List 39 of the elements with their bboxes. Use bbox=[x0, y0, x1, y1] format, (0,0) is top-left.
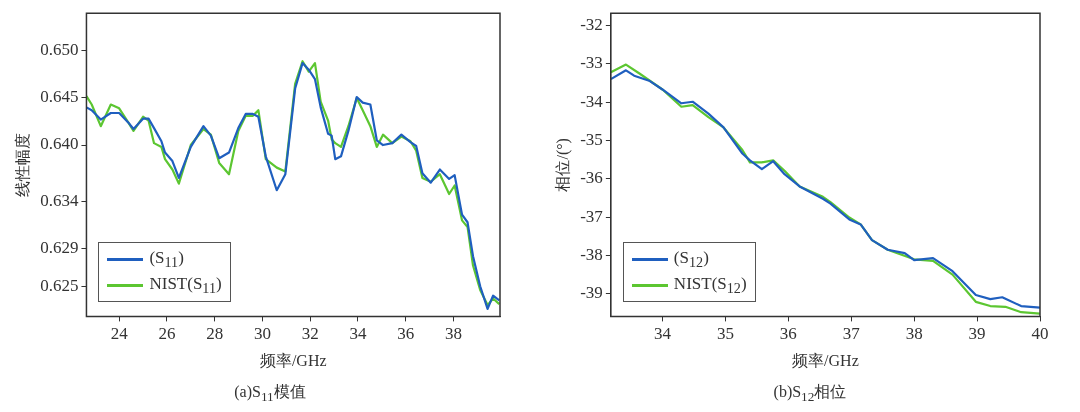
y-tick-label: -36 bbox=[580, 168, 603, 188]
y-tick-label: 0.640 bbox=[40, 134, 79, 154]
y-tick-label: 0.634 bbox=[40, 190, 79, 210]
x-axis-title: 频率/GHz bbox=[259, 351, 327, 369]
text: (b)S$_{12}$相位 bbox=[772, 382, 848, 406]
x-tick-label: 24 bbox=[110, 324, 129, 344]
x-tick-label: 30 bbox=[253, 324, 271, 344]
x-tick-label: 38 bbox=[444, 324, 462, 344]
y-axis-title: 线性幅度 bbox=[13, 132, 31, 197]
x-tick-label: 28 bbox=[206, 324, 224, 344]
y-tick-label: 0.629 bbox=[40, 238, 79, 258]
y-tick-label: -35 bbox=[580, 129, 603, 149]
y-tick-label: 0.645 bbox=[40, 87, 79, 107]
x-tick-label: 36 bbox=[397, 324, 415, 344]
y-tick-label: -32 bbox=[580, 14, 603, 34]
legend-label: (S$_{11}$) bbox=[149, 247, 184, 272]
legend-label: (S$_{12}$) bbox=[673, 247, 709, 272]
x-tick-label: 36 bbox=[779, 324, 797, 344]
x-tick-label: 40 bbox=[1031, 324, 1049, 344]
x-tick-label: 32 bbox=[301, 324, 319, 344]
x-tick-label: 34 bbox=[349, 324, 367, 344]
x-axis-title: 频率/GHz bbox=[792, 351, 859, 369]
y-tick-label: -39 bbox=[580, 283, 603, 303]
y-tick-label: 0.650 bbox=[40, 40, 79, 60]
x-tick-label: 35 bbox=[716, 324, 734, 344]
x-tick-label: 39 bbox=[968, 324, 986, 344]
y-axis-title: 相位/(°) bbox=[553, 138, 572, 192]
y-tick-label: -34 bbox=[580, 91, 604, 111]
x-tick-label: 34 bbox=[653, 324, 672, 344]
y-tick-label: 0.625 bbox=[40, 275, 79, 295]
y-tick-label: -33 bbox=[580, 53, 603, 73]
x-tick-label: 37 bbox=[842, 324, 861, 344]
legend-label: NIST(S$_{12}$) bbox=[673, 273, 747, 298]
text: (a)S$_{11}$模值 bbox=[233, 382, 307, 406]
y-tick-label: -37 bbox=[580, 206, 604, 226]
x-tick-label: 26 bbox=[158, 324, 176, 344]
legend-label: NIST(S$_{11}$) bbox=[149, 273, 222, 298]
y-tick-label: -38 bbox=[580, 244, 603, 264]
x-tick-label: 38 bbox=[905, 324, 923, 344]
